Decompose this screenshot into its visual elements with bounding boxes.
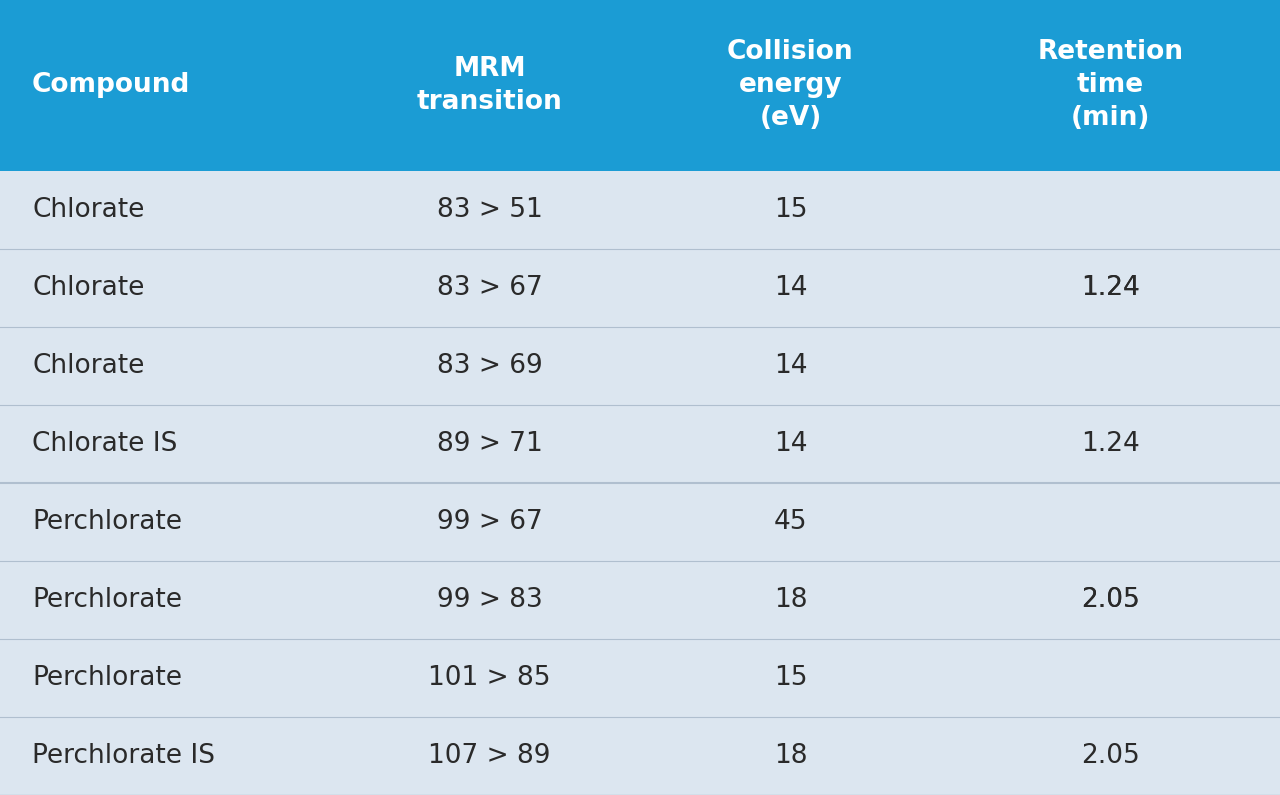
Text: Perchlorate: Perchlorate (32, 587, 182, 613)
Text: Chlorate: Chlorate (32, 197, 145, 223)
Text: 45: 45 (773, 509, 808, 535)
Text: Retention
time
(min): Retention time (min) (1037, 40, 1184, 131)
Text: 1.24: 1.24 (1082, 275, 1139, 301)
Text: Perchlorate IS: Perchlorate IS (32, 743, 215, 769)
Text: 2.05: 2.05 (1082, 743, 1139, 769)
Text: MRM
transition: MRM transition (417, 56, 562, 115)
Text: 1.24: 1.24 (1082, 431, 1139, 457)
Bar (0, 717, 1280, 795)
Text: 14: 14 (773, 353, 808, 379)
Text: 2.05: 2.05 (1082, 587, 1139, 613)
Text: 101 > 85: 101 > 85 (429, 665, 550, 691)
Text: Chlorate: Chlorate (32, 275, 145, 301)
Text: Chlorate: Chlorate (32, 353, 145, 379)
Text: 15: 15 (773, 665, 808, 691)
Text: Chlorate IS: Chlorate IS (32, 431, 178, 457)
Text: 14: 14 (773, 431, 808, 457)
Text: Perchlorate: Perchlorate (32, 665, 182, 691)
Text: 2.05: 2.05 (1082, 587, 1139, 613)
Text: 83 > 69: 83 > 69 (436, 353, 543, 379)
Text: 89 > 71: 89 > 71 (436, 431, 543, 457)
Bar (0, 405, 1280, 483)
Text: 99 > 67: 99 > 67 (436, 509, 543, 535)
Text: 83 > 67: 83 > 67 (436, 275, 543, 301)
Text: 15: 15 (773, 197, 808, 223)
Text: Perchlorate: Perchlorate (32, 509, 182, 535)
Bar (0, 171, 1280, 249)
Text: Compound: Compound (32, 72, 191, 99)
Bar (0, 249, 1280, 327)
Text: 99 > 83: 99 > 83 (436, 587, 543, 613)
Bar (0, 327, 1280, 405)
Bar (0, 561, 1280, 639)
Text: 83 > 51: 83 > 51 (436, 197, 543, 223)
Text: 14: 14 (773, 275, 808, 301)
Text: 1.24: 1.24 (1082, 275, 1139, 301)
Bar (941, 171, 1280, 405)
Text: Collision
energy
(eV): Collision energy (eV) (727, 40, 854, 131)
Bar (0, 483, 1280, 561)
Bar (941, 483, 1280, 717)
Text: 18: 18 (773, 587, 808, 613)
Bar (0, 639, 1280, 717)
Text: 107 > 89: 107 > 89 (429, 743, 550, 769)
Bar (0, 0, 1280, 171)
Text: 18: 18 (773, 743, 808, 769)
